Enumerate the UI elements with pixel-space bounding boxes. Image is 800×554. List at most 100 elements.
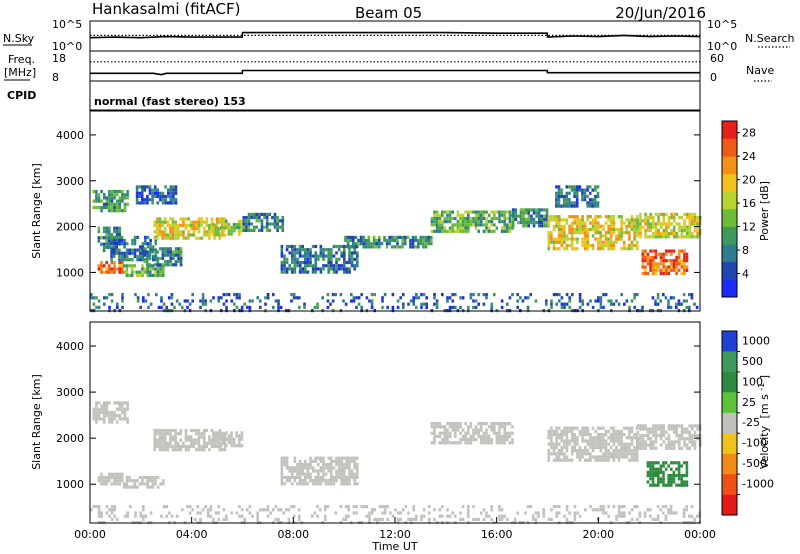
power-cell xyxy=(105,239,108,243)
velocity-cell xyxy=(683,440,686,444)
velocity-colorbar-swatch xyxy=(722,331,737,352)
power-cell xyxy=(125,264,129,268)
power-cell xyxy=(456,226,460,230)
velocity-cell xyxy=(555,433,558,437)
power-cell xyxy=(204,299,207,303)
power-cell xyxy=(112,238,116,243)
power-cell xyxy=(625,231,629,235)
power-cell xyxy=(596,237,600,241)
velocity-cell xyxy=(301,482,304,486)
power-cell xyxy=(313,305,317,309)
velocity-cell xyxy=(586,458,590,462)
power-cell xyxy=(169,256,172,260)
velocity-cell xyxy=(586,429,590,433)
velocity-colorbar-tick-label: -100 xyxy=(742,437,767,450)
velocity-cell xyxy=(225,437,228,441)
velocity-cell xyxy=(602,511,605,515)
velocity-cell xyxy=(547,517,551,521)
velocity-cell xyxy=(459,431,462,435)
velocity-cell xyxy=(670,443,673,447)
velocity-cell xyxy=(126,511,129,515)
velocity-cell xyxy=(134,514,137,518)
velocity-cell xyxy=(311,479,315,483)
velocity-cell xyxy=(433,508,436,512)
power-cell xyxy=(680,228,684,232)
velocity-cell xyxy=(158,435,162,439)
velocity-cell xyxy=(649,474,652,478)
power-cell xyxy=(667,225,671,229)
power-cell xyxy=(128,264,131,268)
velocity-cell xyxy=(461,505,465,509)
velocity-cell xyxy=(174,435,177,439)
power-cell xyxy=(691,235,694,239)
power-cell xyxy=(396,235,399,239)
velocity-cell xyxy=(550,439,553,443)
power-cell xyxy=(200,223,203,227)
power-cell xyxy=(459,305,462,309)
power-cell xyxy=(330,260,333,265)
power-cell xyxy=(146,273,149,277)
power-cell xyxy=(322,264,325,268)
power-cell xyxy=(311,254,315,258)
power-colorbar-label: Power [dB] xyxy=(758,181,771,241)
power-cell xyxy=(159,191,162,195)
power-cell xyxy=(633,243,636,248)
velocity-cell xyxy=(195,441,198,445)
power-cell xyxy=(277,299,280,303)
velocity-cell xyxy=(301,463,304,467)
velocity-cell xyxy=(269,511,272,515)
power-cell xyxy=(97,299,101,303)
velocity-cell xyxy=(487,434,491,438)
velocity-cell xyxy=(591,455,595,459)
power-cell xyxy=(482,302,486,306)
power-cell xyxy=(102,229,106,233)
power-cell xyxy=(169,263,172,267)
velocity-xticks: 00:00 04:00 08:00 12:00 16:00 20:00 00:00 xyxy=(74,517,716,541)
power-cell xyxy=(265,219,269,223)
power-cell xyxy=(378,235,381,239)
velocity-cell xyxy=(490,422,493,426)
power-cell xyxy=(151,201,154,205)
power-cell xyxy=(560,224,564,228)
power-cell xyxy=(343,251,346,255)
velocity-cell xyxy=(97,514,101,518)
power-cell xyxy=(195,223,198,227)
power-cell xyxy=(522,224,525,228)
velocity-cell xyxy=(683,430,686,434)
power-cell xyxy=(532,211,536,215)
velocity-cell xyxy=(356,472,359,476)
velocity-cell xyxy=(196,505,200,509)
power-cell xyxy=(547,247,551,251)
power-cell xyxy=(532,221,536,225)
power-cell xyxy=(134,293,137,297)
velocity-cell xyxy=(617,505,621,509)
velocity-cell xyxy=(383,505,387,509)
velocity-cell xyxy=(174,444,177,449)
power-cell xyxy=(688,216,692,220)
velocity-cell xyxy=(356,482,359,486)
power-cell xyxy=(337,264,341,268)
velocity-cell xyxy=(662,424,666,428)
velocity-cell xyxy=(113,482,116,486)
velocity-cell xyxy=(622,445,626,449)
velocity-cell xyxy=(683,461,686,465)
power-cell xyxy=(250,212,253,216)
power-cell xyxy=(161,263,165,267)
power-cell xyxy=(123,270,126,274)
velocity-cell xyxy=(105,414,109,418)
power-cell xyxy=(683,249,686,253)
power-cell xyxy=(116,305,119,309)
velocity-cell xyxy=(503,441,506,445)
power-cell xyxy=(136,270,139,274)
power-cell xyxy=(95,193,98,197)
velocity-cell xyxy=(576,436,579,440)
velocity-ytick-label: 1000 xyxy=(56,478,84,491)
velocity-cell xyxy=(563,452,566,456)
velocity-cell xyxy=(161,435,164,439)
velocity-cell xyxy=(428,517,431,521)
power-cell xyxy=(562,198,566,202)
power-cell xyxy=(138,245,142,249)
power-cell xyxy=(409,242,412,246)
velocity-cell xyxy=(130,479,134,483)
velocity-cell xyxy=(340,475,343,479)
